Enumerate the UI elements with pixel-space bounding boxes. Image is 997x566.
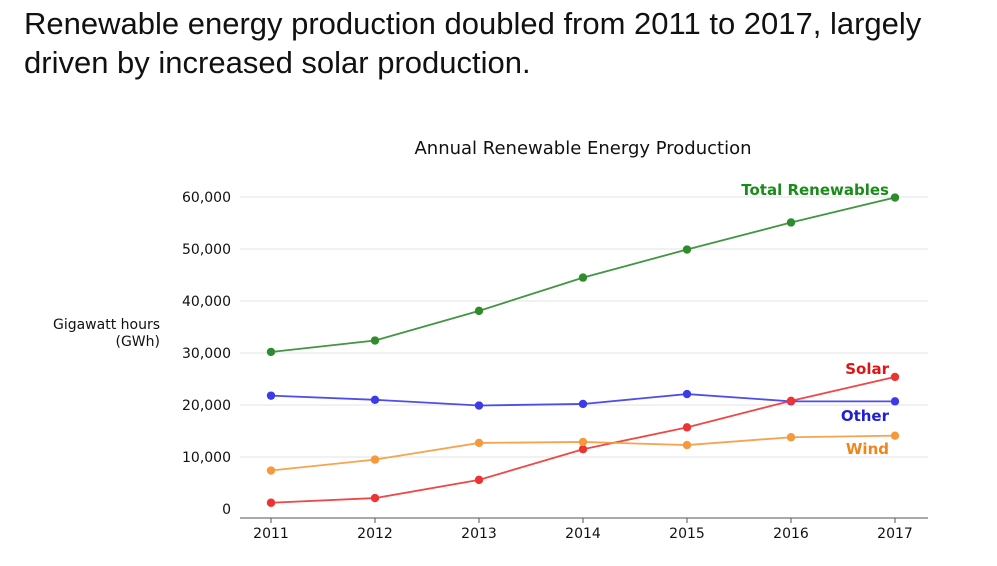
data-point-wind bbox=[474, 438, 484, 448]
series-layer bbox=[266, 193, 900, 507]
data-point-wind bbox=[890, 431, 900, 440]
data-point-wind bbox=[370, 455, 380, 464]
y-tick-label: 20,000 bbox=[182, 398, 231, 414]
data-point-total-renewables bbox=[682, 245, 692, 254]
series-label-wind: Wind bbox=[846, 440, 889, 458]
data-point-total-renewables bbox=[578, 273, 588, 282]
chart-title: Annual Renewable Energy Production bbox=[414, 138, 751, 159]
y-tick-label: 10,000 bbox=[182, 450, 231, 466]
data-point-solar bbox=[266, 498, 276, 507]
data-point-solar bbox=[682, 423, 692, 432]
x-axis-ticks: 2011 2012 2013 2014 2015 2016 2017 bbox=[253, 518, 913, 542]
data-point-total-renewables bbox=[474, 306, 484, 316]
y-axis-label-line-2: (GWh) bbox=[116, 334, 161, 350]
x-tick-label: 2017 bbox=[877, 526, 913, 542]
data-point-total-renewables bbox=[266, 347, 276, 357]
x-tick-label: 2013 bbox=[461, 526, 497, 542]
page-headline: Renewable energy production doubled from… bbox=[24, 6, 922, 80]
y-axis-label-line-1: Gigawatt hours bbox=[53, 317, 160, 333]
y-tick-label: 50,000 bbox=[182, 242, 231, 258]
data-point-solar bbox=[890, 372, 900, 382]
data-point-other bbox=[578, 399, 588, 409]
x-tick-label: 2016 bbox=[773, 526, 809, 542]
data-point-other bbox=[474, 401, 484, 410]
x-tick-label: 2014 bbox=[565, 526, 601, 542]
data-point-wind bbox=[786, 433, 796, 442]
x-tick-label: 2011 bbox=[253, 526, 289, 542]
y-tick-label: 0 bbox=[222, 502, 231, 518]
y-tick-label: 30,000 bbox=[182, 346, 231, 362]
data-point-wind bbox=[682, 440, 692, 450]
x-tick-label: 2015 bbox=[669, 526, 705, 542]
data-point-total-renewables bbox=[370, 336, 380, 345]
x-tick-label: 2012 bbox=[357, 526, 393, 542]
series-label-total-renewables: Total Renewables bbox=[741, 181, 889, 199]
data-point-total-renewables bbox=[890, 193, 900, 202]
data-point-solar bbox=[370, 493, 380, 503]
data-point-wind bbox=[578, 437, 588, 447]
series-labels: Total Renewables Other Solar Wind bbox=[741, 181, 889, 458]
y-axis-ticks: 0 10,000 20,000 30,000 40,000 50,000 60,000 bbox=[182, 190, 231, 518]
data-point-wind bbox=[266, 466, 276, 475]
data-point-solar bbox=[786, 396, 796, 406]
data-point-other bbox=[890, 397, 900, 406]
y-tick-label: 40,000 bbox=[182, 294, 231, 310]
data-point-other bbox=[266, 391, 276, 400]
data-point-other bbox=[682, 389, 692, 399]
gridlines bbox=[240, 196, 928, 458]
data-point-solar bbox=[474, 475, 484, 485]
data-point-other bbox=[370, 395, 380, 404]
series-label-solar: Solar bbox=[845, 360, 889, 378]
data-point-solar bbox=[578, 445, 588, 454]
series-label-other: Other bbox=[841, 407, 890, 425]
y-tick-label: 60,000 bbox=[182, 190, 231, 206]
data-point-total-renewables bbox=[786, 218, 796, 227]
